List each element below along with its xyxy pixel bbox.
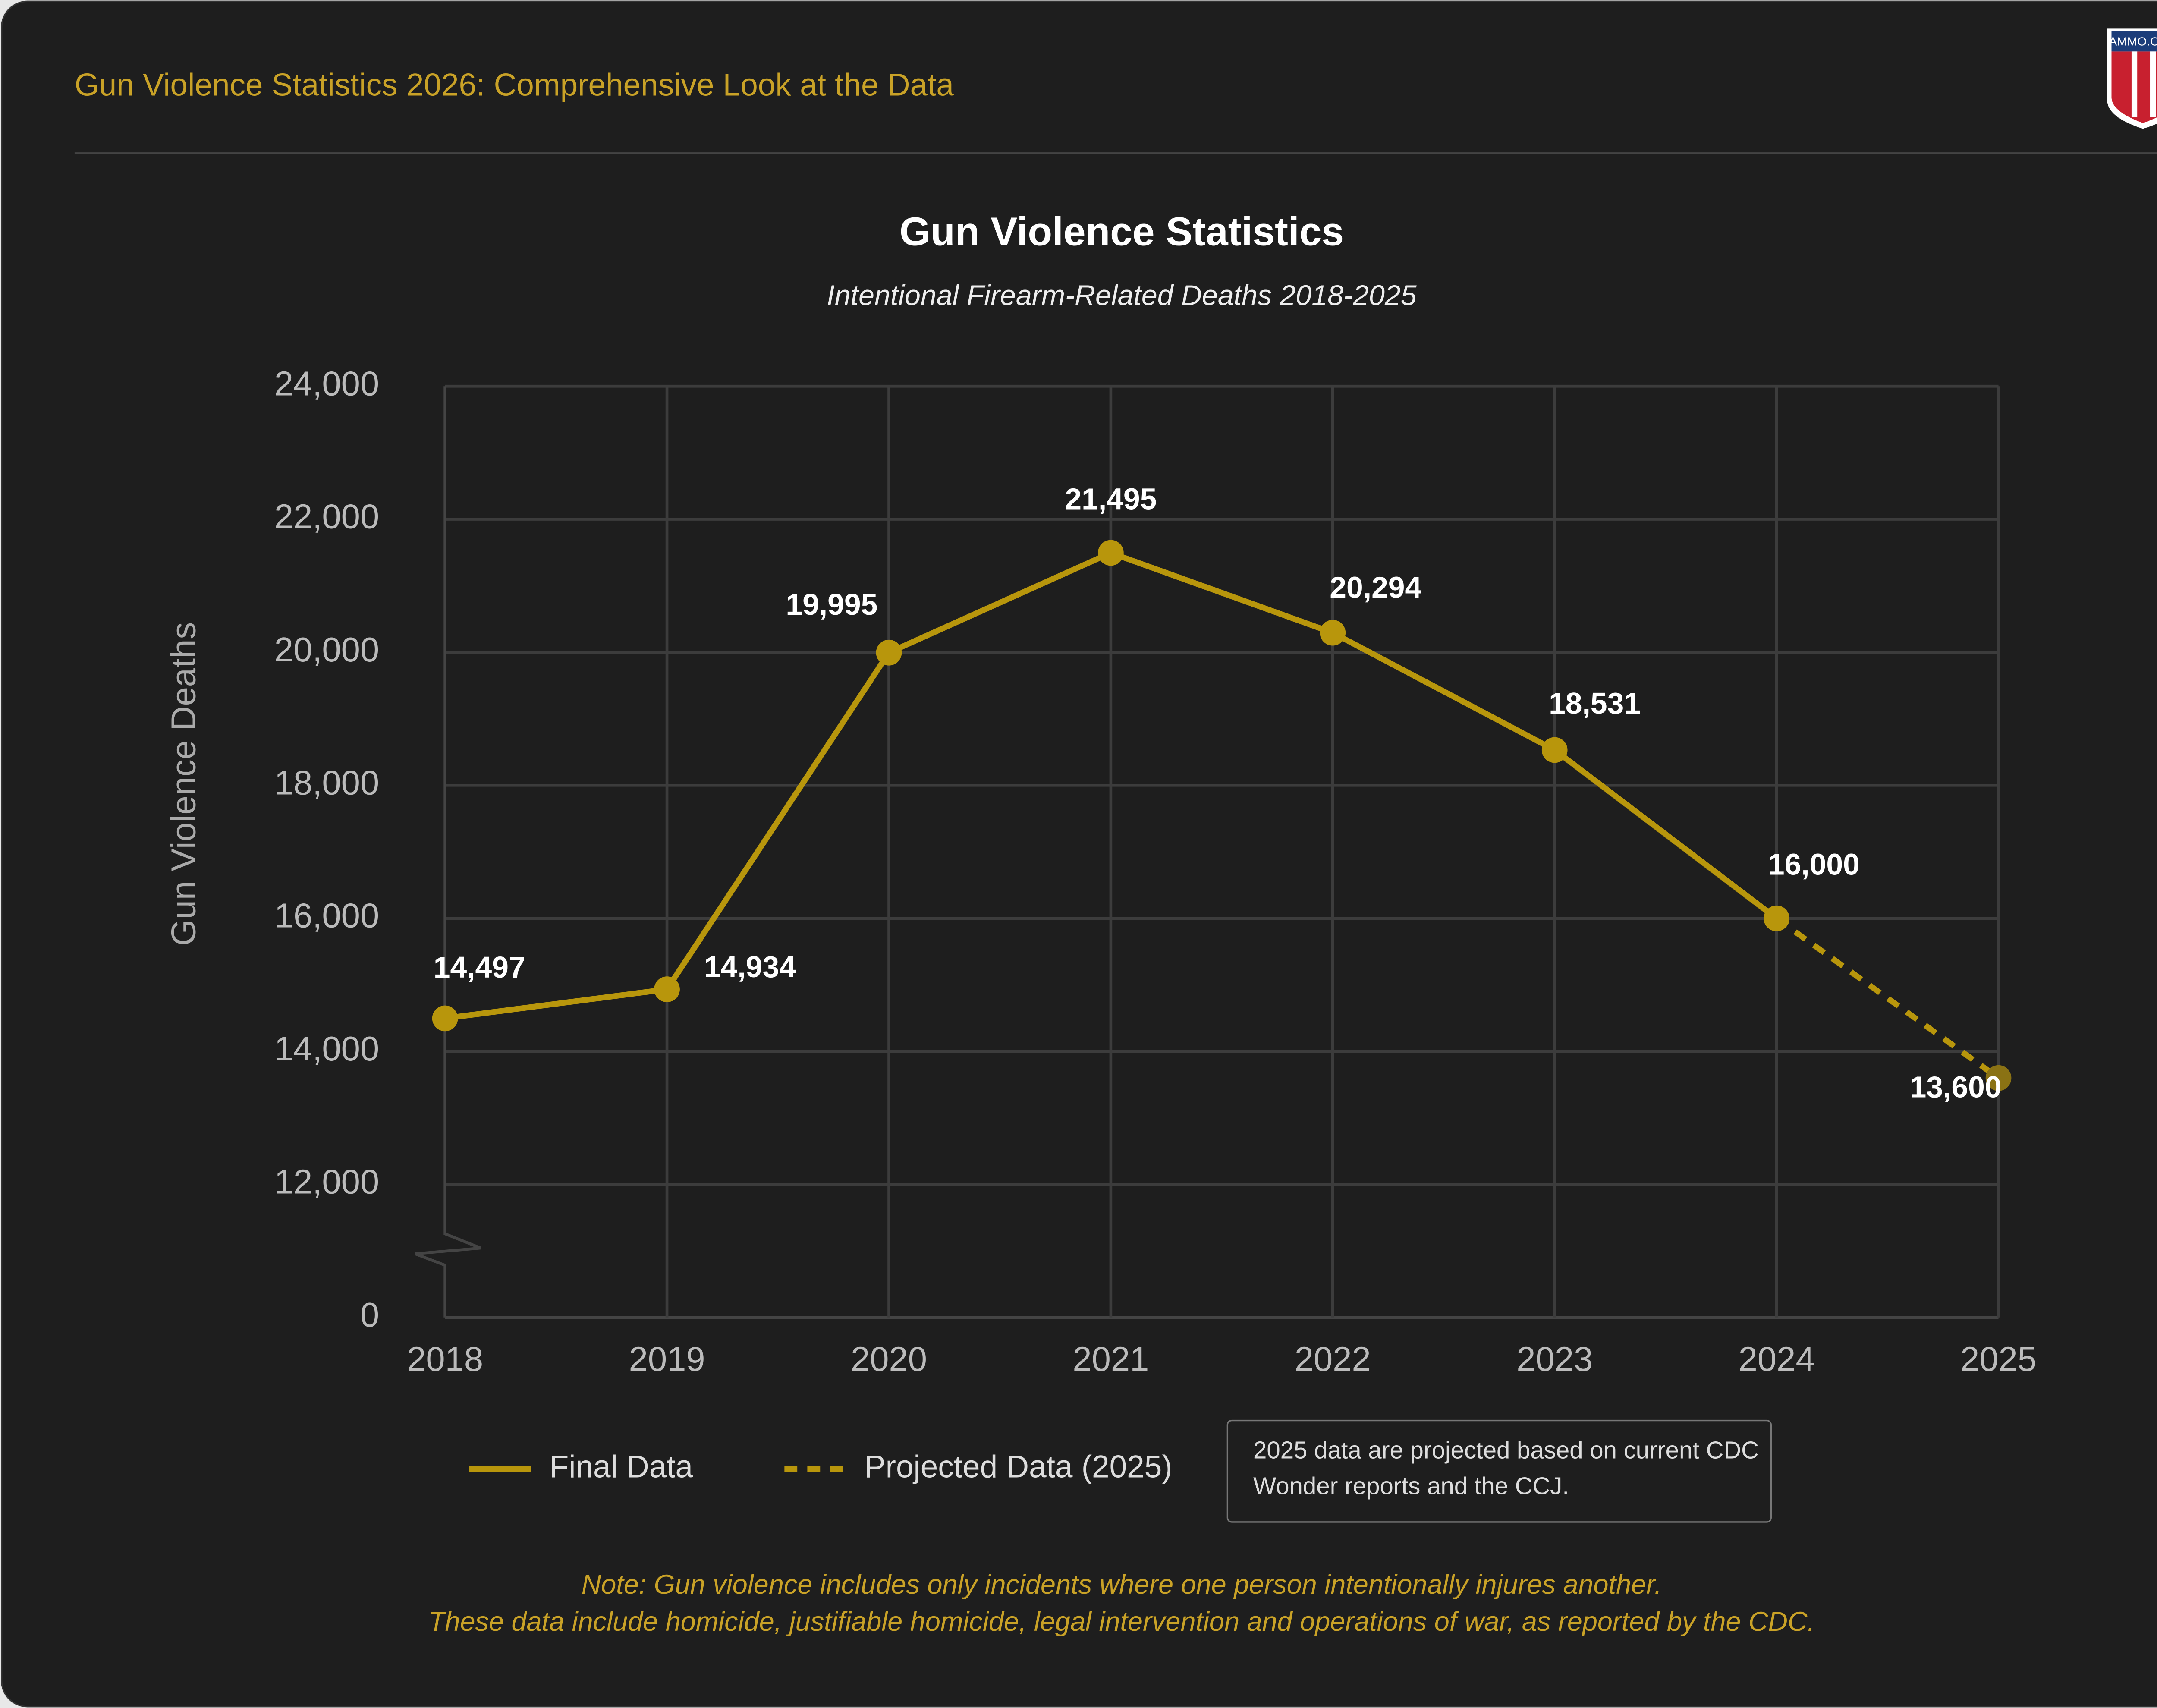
x-tick-label: 2021 bbox=[1072, 1340, 1149, 1378]
legend-label: Projected Data (2025) bbox=[865, 1450, 1173, 1485]
y-tick-label: 18,000 bbox=[274, 763, 379, 802]
data-point bbox=[1098, 540, 1124, 566]
x-tick-label: 2025 bbox=[1960, 1340, 2037, 1378]
y-tick-label: 20,000 bbox=[274, 630, 379, 669]
y-tick-label: 0 bbox=[360, 1296, 379, 1334]
data-point bbox=[654, 976, 680, 1002]
data-label: 19,995 bbox=[786, 588, 877, 621]
data-point bbox=[432, 1005, 458, 1032]
x-tick-label: 2019 bbox=[629, 1340, 705, 1378]
annotation: 2025 data are projected based on current… bbox=[1253, 1436, 1759, 1499]
legend-label: Final Data bbox=[550, 1450, 693, 1485]
data-label: 14,934 bbox=[704, 950, 796, 984]
logo: AMMO.COM bbox=[2107, 28, 2157, 129]
data-point bbox=[1764, 905, 1789, 931]
y-tick-label: 12,000 bbox=[274, 1162, 379, 1201]
data-label: 21,495 bbox=[1065, 482, 1157, 516]
logo-text: AMMO.COM bbox=[2109, 34, 2157, 48]
footnote: Note: Gun violence includes only inciden… bbox=[582, 1570, 1662, 1600]
y-tick-label: 24,000 bbox=[274, 364, 379, 403]
chart-subtitle: Intentional Firearm-Related Deaths 2018-… bbox=[827, 280, 1417, 311]
data-point bbox=[1985, 1065, 2012, 1091]
y-axis-break bbox=[414, 386, 481, 1318]
data-label: 14,497 bbox=[434, 950, 525, 984]
y-axis-label: Gun Violence Deaths bbox=[164, 622, 203, 946]
data-point bbox=[876, 639, 902, 666]
data-label: 16,000 bbox=[1768, 848, 1860, 881]
chart-title: Gun Violence Statistics bbox=[899, 209, 1344, 254]
footnote: These data include homicide, justifiable… bbox=[428, 1607, 1815, 1637]
x-tick-label: 2023 bbox=[1516, 1340, 1593, 1378]
data-point bbox=[1541, 737, 1568, 763]
annotation-box bbox=[1226, 1419, 1772, 1523]
page-title: Gun Violence Statistics 2026: Comprehens… bbox=[75, 68, 954, 103]
data-point bbox=[1320, 620, 1346, 646]
x-tick-label: 2018 bbox=[407, 1340, 483, 1378]
data-label: 18,531 bbox=[1549, 686, 1641, 720]
x-tick-label: 2022 bbox=[1295, 1340, 1371, 1378]
y-tick-label: 22,000 bbox=[274, 497, 379, 536]
x-tick-label: 2024 bbox=[1739, 1340, 1815, 1378]
data-label: 13,600 bbox=[1910, 1070, 2002, 1104]
y-tick-label: 16,000 bbox=[274, 896, 379, 935]
x-tick-label: 2020 bbox=[851, 1340, 927, 1378]
data-label: 20,294 bbox=[1330, 571, 1421, 604]
y-tick-label: 14,000 bbox=[274, 1029, 379, 1068]
